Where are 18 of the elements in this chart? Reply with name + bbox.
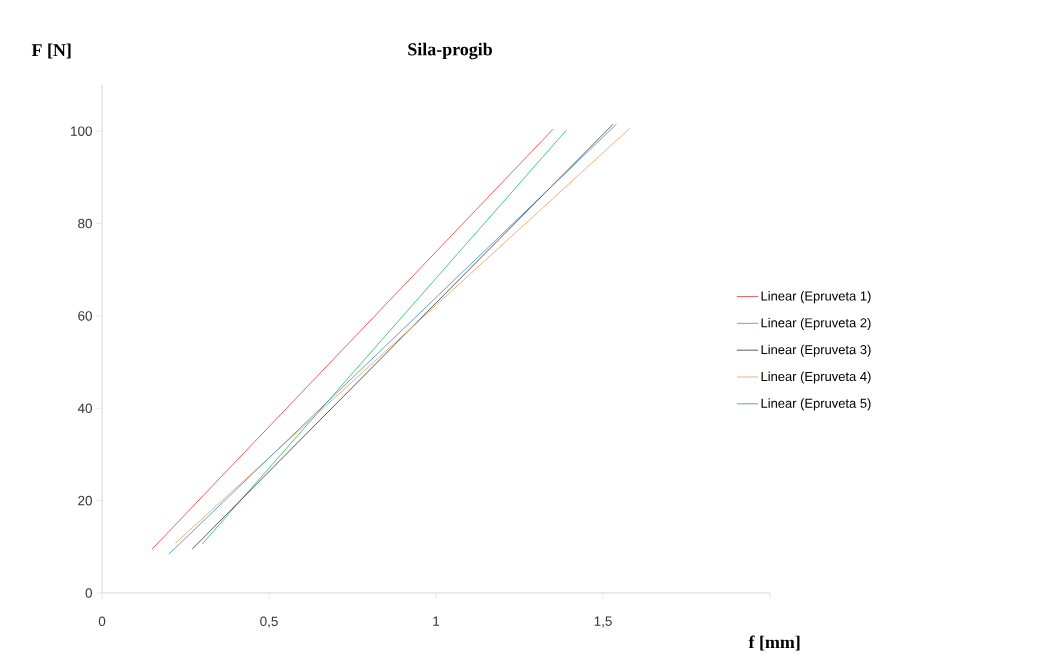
- chart-title: Sila-progib: [408, 42, 492, 60]
- legend-label: Linear (Epruveta 2): [761, 317, 871, 330]
- y-tick-label: 80: [78, 218, 92, 229]
- y-tick-label: 60: [78, 311, 92, 321]
- legend-label: Linear (Epruveta 1): [761, 291, 871, 304]
- x-tick-label: 0,5: [260, 616, 278, 628]
- y-axis-title: F [N]: [31, 43, 71, 59]
- legend-label: Linear (Epruveta 5): [761, 398, 871, 411]
- x-tick-label: 0: [98, 616, 106, 627]
- y-tick-label: 100: [71, 126, 92, 136]
- y-tick-label: 0: [85, 588, 92, 598]
- x-tick-label: 1,5: [594, 616, 612, 628]
- legend-label: Linear (Epruveta 3): [761, 344, 871, 357]
- x-tick-label: 1: [433, 616, 440, 626]
- legend-label: Linear (Epruveta 4): [761, 371, 871, 384]
- x-axis-title: f [mm]: [748, 635, 800, 651]
- y-tick-label: 40: [77, 403, 92, 414]
- y-tick-label: 20: [78, 495, 92, 506]
